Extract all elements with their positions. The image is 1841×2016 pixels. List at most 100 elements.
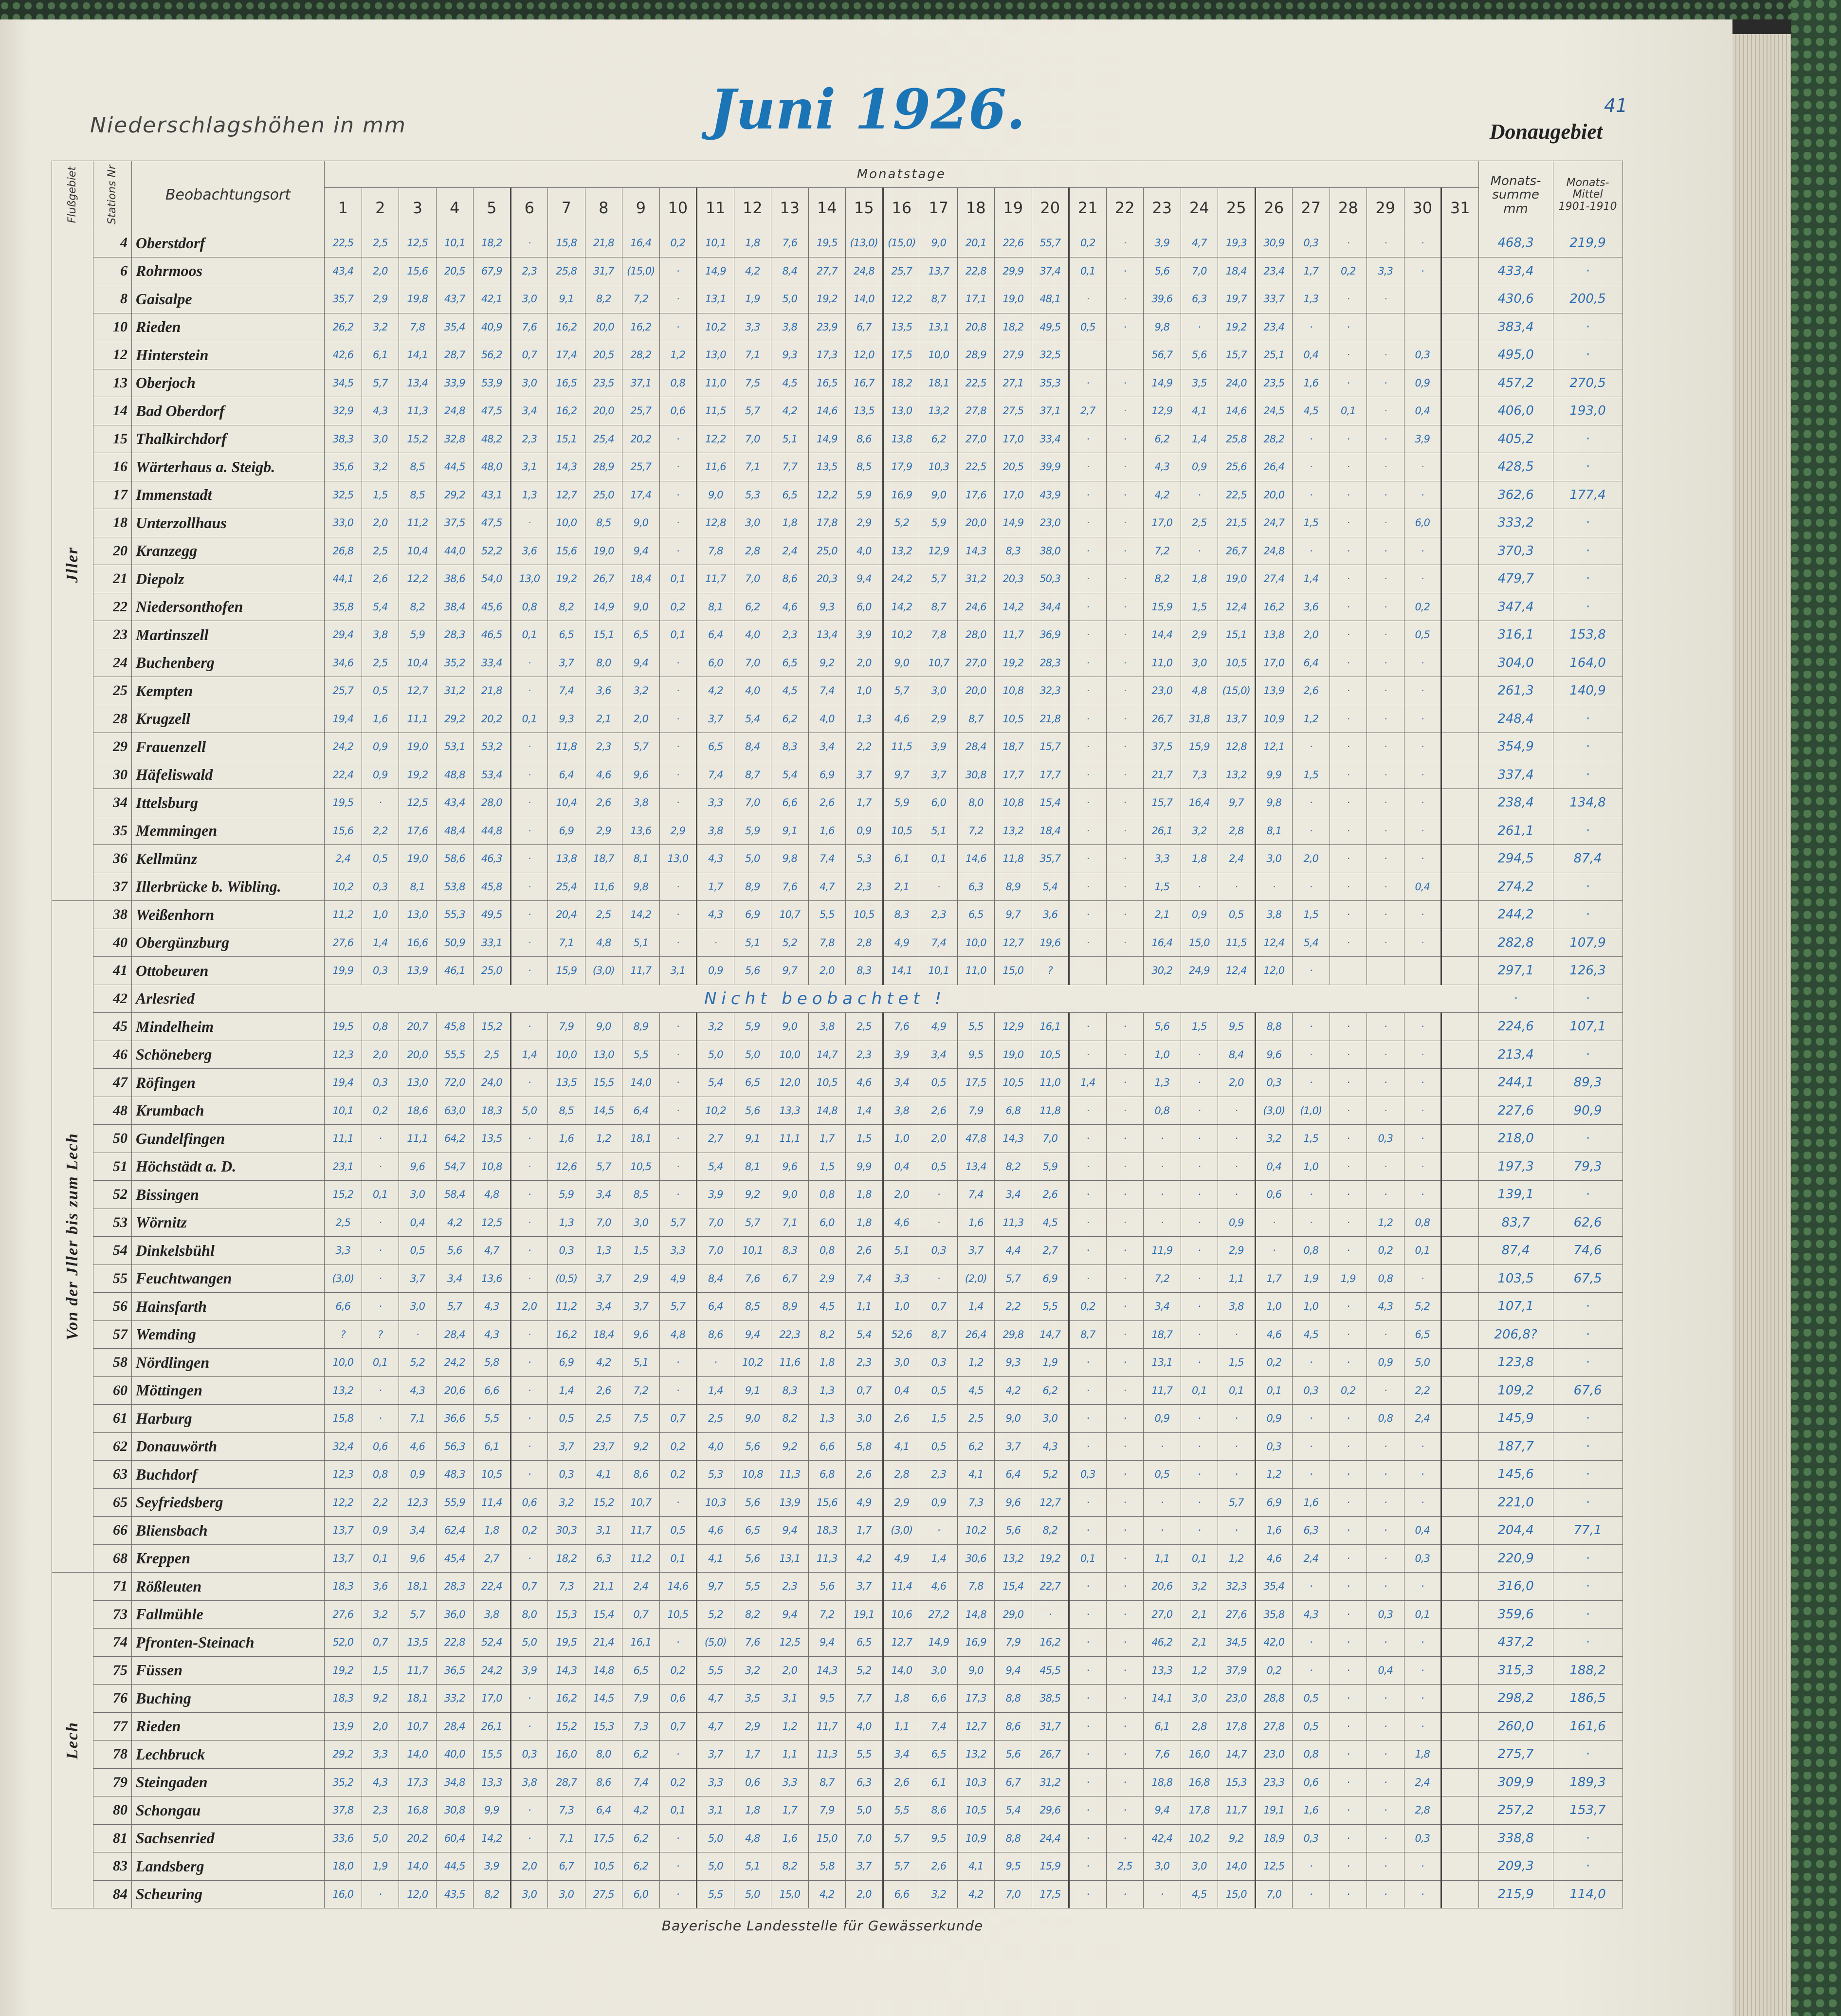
day-value: 8,6 <box>771 565 809 593</box>
day-value: 15,7 <box>1031 733 1070 761</box>
day-value: · <box>1106 1348 1144 1377</box>
day-value: 7,2 <box>957 816 995 845</box>
day-value: 35,8 <box>1255 1600 1293 1629</box>
day-value: 0,5 <box>361 844 399 873</box>
day-value: · <box>1106 1404 1144 1433</box>
day-value: · <box>1292 816 1330 845</box>
day-value: 11,1 <box>399 704 437 733</box>
day-header: 12 <box>733 187 771 229</box>
station-number: 10 <box>93 312 132 341</box>
day-value: 40,9 <box>473 312 511 341</box>
day-value: · <box>1069 844 1107 873</box>
day-value: 13,7 <box>324 1516 362 1545</box>
day-value: 3,9 <box>510 1656 548 1685</box>
day-header: 14 <box>808 187 846 229</box>
day-value: · <box>1180 1516 1218 1545</box>
day-value: 18,3 <box>324 1684 362 1713</box>
day-value: · <box>1069 1012 1107 1041</box>
day-value: 15,0 <box>1180 928 1218 957</box>
day-value <box>1441 257 1479 285</box>
day-value: 1,9 <box>1329 1264 1367 1293</box>
day-value: 29,9 <box>994 257 1032 285</box>
day-value: 9,0 <box>771 1012 809 1041</box>
day-value: 3,6 <box>584 677 622 705</box>
day-value: 14,9 <box>696 257 734 285</box>
day-value: 2,0 <box>510 1852 548 1881</box>
day-value: 4,5 <box>771 368 809 397</box>
day-value: 5,9 <box>882 788 920 817</box>
station-number: 40 <box>93 928 132 957</box>
day-value: · <box>1404 565 1442 593</box>
day-value: 35,2 <box>436 648 474 677</box>
day-value: 24,8 <box>1255 536 1293 565</box>
day-value: 23,0 <box>1255 1740 1293 1769</box>
day-value: 16,9 <box>957 1628 995 1657</box>
day-value: · <box>1367 341 1404 369</box>
day-value: 30,9 <box>1255 229 1293 257</box>
day-value: 1,8 <box>845 1180 884 1209</box>
day-value: 9,0 <box>957 1656 995 1685</box>
station-name: Weißenhorn <box>131 900 325 929</box>
day-value <box>1441 1852 1479 1881</box>
day-value: 5,0 <box>733 1040 771 1069</box>
day-value: 12,1 <box>1255 733 1293 761</box>
day-value: 16,2 <box>547 397 585 425</box>
day-value: 5,6 <box>994 1740 1032 1769</box>
day-value: 5,0 <box>1404 1348 1442 1377</box>
station-name: Buchenberg <box>131 648 325 677</box>
day-value: · <box>659 312 697 341</box>
day-value: · <box>1106 900 1144 929</box>
day-value: 16,8 <box>1180 1768 1218 1796</box>
day-value: · <box>1069 1796 1107 1825</box>
station-row: 22 Niedersonthofen 35,8 5,4 8,2 38,4 45,6 0,8 8,… <box>52 592 1623 621</box>
day-value: 3,8 <box>1255 900 1293 929</box>
day-value: 14,1 <box>1143 1684 1181 1713</box>
day-value: 0,6 <box>1292 1768 1330 1796</box>
day-value: 23,0 <box>1031 509 1070 537</box>
day-value <box>1441 1180 1479 1209</box>
day-value: 2,8 <box>1404 1796 1442 1825</box>
day-value: 9,7 <box>882 760 920 789</box>
station-row: 81 Sachsenried 33,6 5,0 20,2 60,4 14,2 · 7,1 17,5… <box>52 1824 1623 1852</box>
day-value: 2,9 <box>808 1264 846 1293</box>
station-row: 41 Ottobeuren 19,9 0,3 13,9 46,1 25,0 · 15,9 (3,0… <box>52 956 1623 985</box>
day-value: · <box>1367 1684 1404 1713</box>
day-value: · <box>1218 1516 1256 1545</box>
day-value: · <box>1367 1152 1404 1181</box>
day-value <box>1404 312 1442 341</box>
station-number: 29 <box>93 733 132 761</box>
day-value: 15,6 <box>399 257 437 285</box>
day-value: 9,0 <box>882 648 920 677</box>
day-value: 0,1 <box>659 1796 697 1825</box>
station-number: 55 <box>93 1264 132 1293</box>
day-value: 0,2 <box>361 1096 399 1125</box>
day-header: 24 <box>1180 187 1218 229</box>
day-value: 16,7 <box>845 368 884 397</box>
day-value: 11,3 <box>808 1544 846 1573</box>
day-value: · <box>1404 1432 1442 1461</box>
day-value: 7,5 <box>733 368 771 397</box>
day-value: 25,4 <box>547 872 585 901</box>
station-row: Von der Jller bis zum Lech 38 Weißenhorn 11… <box>52 900 1623 1573</box>
day-value: · <box>510 1068 548 1097</box>
day-value: 17,0 <box>994 424 1032 453</box>
day-value: · <box>696 1348 734 1377</box>
day-value: 15,2 <box>584 1488 622 1517</box>
day-value: 20,7 <box>399 1012 437 1041</box>
station-name: Rieden <box>131 1712 325 1741</box>
monthly-sum: 145,9 <box>1478 1404 1553 1433</box>
monthly-mean: · <box>1552 1740 1623 1769</box>
monthly-sum: 347,4 <box>1478 592 1553 621</box>
day-value: 9,0 <box>733 1404 771 1433</box>
day-value: 8,7 <box>920 1320 958 1349</box>
station-number: 4 <box>93 229 132 257</box>
day-value: 29,2 <box>436 704 474 733</box>
day-value: 2,6 <box>882 1404 920 1433</box>
day-value: · <box>510 1320 548 1349</box>
station-number: 78 <box>93 1740 132 1769</box>
day-value: 1,4 <box>920 1544 958 1573</box>
monthly-sum: 495,0 <box>1478 341 1553 369</box>
day-value: 7,1 <box>547 928 585 957</box>
day-value: 45,6 <box>473 592 511 621</box>
day-value: · <box>1329 1684 1367 1713</box>
